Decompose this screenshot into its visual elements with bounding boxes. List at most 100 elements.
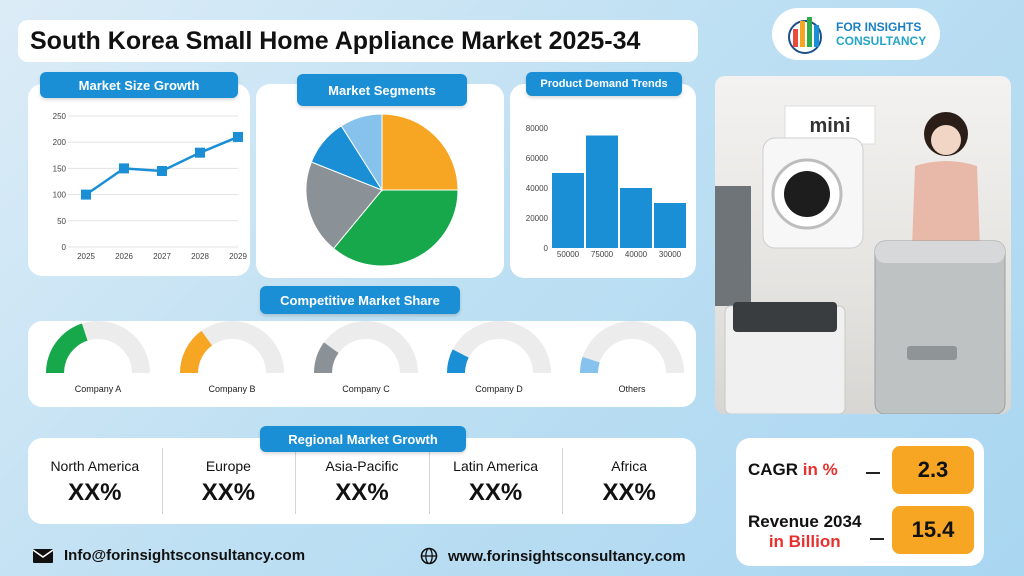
revenue-row: Revenue 2034 in Billion 15.4: [736, 506, 984, 558]
competitive-heading: Competitive Market Share: [260, 286, 460, 314]
cagr-label: CAGR in %: [748, 460, 838, 479]
pie-slice: [305, 161, 383, 250]
market-size-heading: Market Size Growth: [40, 72, 238, 98]
x-tick-label: 2025: [77, 252, 95, 261]
y-tick-label: 0: [62, 243, 67, 252]
sign-text: mini: [809, 115, 850, 137]
pie-slice: [340, 113, 383, 192]
logo-icon: [788, 17, 822, 54]
revenue-value: 15.4: [892, 506, 974, 554]
y-tick-label: 50: [57, 217, 66, 226]
market-size-panel: 0 50 100 150 200 250 2025 2026 2027 2028 2029: [28, 84, 250, 276]
y-tick-label: 40000: [526, 184, 549, 193]
market-segments-heading: Market Segments: [297, 74, 467, 106]
dash: [866, 472, 880, 474]
steel-appliance: [874, 240, 1006, 414]
gauge-fill: [180, 330, 213, 373]
divider: [562, 448, 564, 514]
market-segments-panel: [256, 84, 504, 278]
gauge-track: [447, 321, 551, 373]
region-value: XX%: [468, 479, 523, 506]
series-line: [85, 135, 239, 196]
bar: [654, 203, 686, 248]
demand-panel: 0 20000 40000 60000 80000 50000 75000 40000 3000…: [510, 84, 696, 278]
region-name: Africa: [611, 458, 648, 474]
region-column: Asia-Pacific XX%: [295, 438, 429, 524]
gauge-row: [46, 321, 684, 373]
demand-heading: Product Demand Trends: [526, 72, 682, 96]
appliances-illustration: mini: [715, 105, 1006, 414]
y-tick-label: 60000: [526, 154, 549, 163]
fridge-shape: [715, 186, 751, 306]
region-name: Europe: [205, 458, 251, 474]
region-name: North America: [50, 458, 140, 474]
divider: [161, 448, 163, 514]
logo-bar: [807, 17, 812, 47]
region-value: XX%: [201, 479, 256, 506]
dash: [870, 538, 884, 540]
page-title: South Korea Small Home Appliance Market …: [30, 26, 641, 55]
y-tick-label: 100: [53, 191, 67, 200]
data-point: [233, 131, 243, 142]
data-point: [157, 166, 167, 177]
gauge-label: Company B: [208, 384, 256, 394]
website-text: www.forinsightsconsultancy.com: [448, 547, 686, 565]
region-column: Africa XX%: [562, 438, 696, 524]
product-photo: mini: [715, 76, 1011, 414]
y-tick-label: 20000: [526, 214, 549, 223]
gauge-fill: [447, 349, 469, 373]
data-point: [195, 147, 205, 158]
mail-icon: [32, 548, 54, 563]
x-tick-label: 2026: [115, 252, 133, 261]
competitive-panel: Company A Company B Company C Company D Othe…: [28, 321, 696, 407]
regional-heading: Regional Market Growth: [260, 426, 466, 452]
gauge-label: Company D: [475, 384, 523, 394]
bar: [552, 173, 584, 248]
footer-email[interactable]: Info@forinsightsconsultancy.com: [32, 547, 305, 564]
y-tick-label: 80000: [526, 124, 549, 133]
line-chart: 0 50 100 150 200 250 2025 2026 2027 2028 2029: [53, 112, 248, 261]
x-tick-label: 2029: [229, 252, 247, 261]
gauge-fill: [580, 356, 600, 373]
divider: [295, 448, 297, 514]
y-tick-label: 200: [53, 138, 67, 147]
data-point: [81, 189, 91, 200]
logo-line-1: FOR INSIGHTS: [836, 20, 922, 34]
bar: [620, 188, 652, 248]
region-column: North America XX%: [28, 438, 162, 524]
company-logo: FOR INSIGHTS CONSULTANCY: [772, 8, 940, 60]
kpi-panel: CAGR in % 2.3 Revenue 2034 in Billion 15…: [736, 438, 984, 566]
gauge-track: [580, 321, 684, 373]
logo-bar: [793, 29, 798, 47]
gauge-track: [314, 321, 418, 373]
email-text: Info@forinsightsconsultancy.com: [64, 547, 306, 564]
y-tick-label: 0: [544, 244, 549, 253]
region-value: XX%: [602, 479, 656, 506]
gauge-track: [180, 321, 284, 373]
x-tick-label: 30000: [659, 250, 682, 259]
x-tick-label: 50000: [557, 250, 580, 259]
x-tick-label: 2027: [153, 252, 171, 261]
footer-website[interactable]: www.forinsightsconsultancy.com: [420, 547, 686, 565]
logo-line-2: CONSULTANCY: [836, 34, 927, 48]
x-tick-label: 2028: [191, 252, 209, 261]
regional-panel: North America XX% Europe XX% Asia-Pacific XX%…: [28, 438, 696, 524]
logo-bar: [800, 21, 805, 47]
region-value: XX%: [68, 479, 122, 506]
steel-appliance-top: [875, 241, 1005, 263]
region-column: Europe XX%: [162, 438, 296, 524]
pie-slice: [332, 189, 459, 267]
gauge-fill: [46, 323, 88, 373]
gauge-label: Others: [618, 384, 646, 394]
region-value: XX%: [335, 479, 389, 506]
bar: [586, 135, 618, 248]
y-tick-label: 250: [53, 112, 67, 121]
cagr-row: CAGR in % 2.3: [736, 446, 984, 498]
region-name: Asia-Pacific: [325, 458, 399, 474]
region-name: Latin America: [453, 458, 538, 474]
x-tick-label: 40000: [625, 250, 648, 259]
gauge-label: Company A: [74, 384, 122, 394]
steel-appliance-handle: [907, 346, 957, 360]
globe-icon: [420, 547, 438, 565]
washer-lid: [733, 302, 837, 332]
